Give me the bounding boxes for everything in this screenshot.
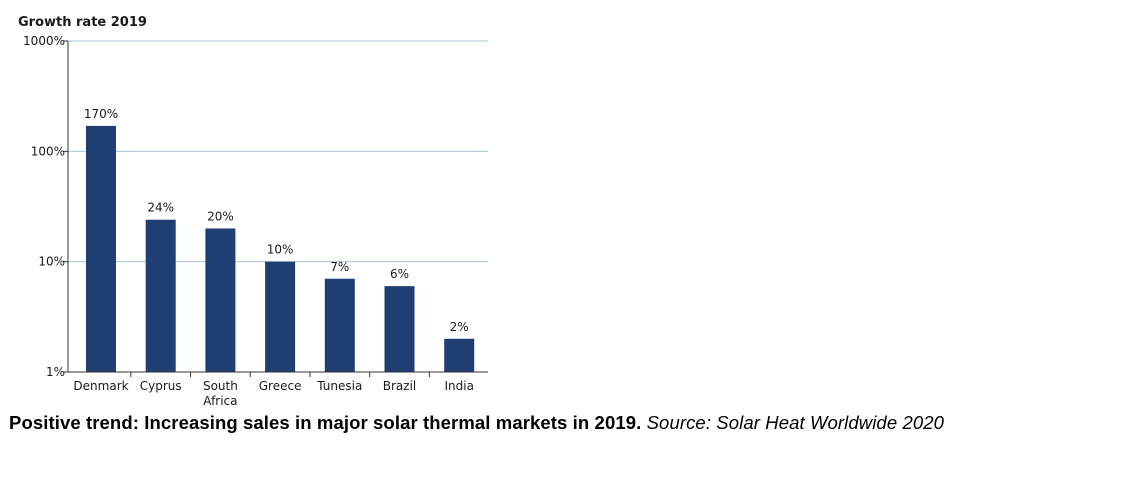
bar xyxy=(145,219,176,372)
data-label: 6% xyxy=(390,267,409,281)
axis-layer: 1% 10% 100% 1000% xyxy=(23,34,488,379)
bar xyxy=(384,286,415,372)
data-label: 20% xyxy=(207,209,234,223)
data-label: 2% xyxy=(450,320,469,334)
x-tick-label: Brazil xyxy=(383,379,417,393)
data-label: 170% xyxy=(84,107,118,121)
y-tick-label: 10% xyxy=(38,255,65,269)
caption-main: Positive trend: Increasing sales in majo… xyxy=(9,412,642,433)
figure-caption: Positive trend: Increasing sales in majo… xyxy=(9,412,944,434)
x-tick-label: South Africa xyxy=(203,379,238,408)
bar xyxy=(444,338,475,372)
bar xyxy=(265,261,296,372)
bar xyxy=(86,125,116,372)
x-tick-label: Greece xyxy=(259,379,302,393)
chart-title: Growth rate 2019 xyxy=(18,15,147,30)
y-tick-label: 1% xyxy=(46,365,65,379)
data-label: 10% xyxy=(267,243,294,257)
y-tick-label: 1000% xyxy=(23,34,65,48)
label-layer: 170% Denmark 24% Cyprus 20% South Africa 10% Gre… xyxy=(73,107,474,408)
x-tick-label: Tunesia xyxy=(316,379,362,393)
x-tick-label: India xyxy=(444,379,473,393)
bar-layer xyxy=(86,125,475,372)
bar xyxy=(324,278,355,372)
caption-source: Source: Solar Heat Worldwide 2020 xyxy=(646,412,945,433)
x-tick-label: Denmark xyxy=(73,379,128,393)
grid-layer xyxy=(68,40,488,263)
x-tick-label: Cyprus xyxy=(140,379,182,393)
data-label: 7% xyxy=(330,260,349,274)
growth-rate-chart: Growth rate 2019 1% 10% 100% 1000% 170% Denm… xyxy=(18,15,488,408)
y-tick-label: 100% xyxy=(31,144,65,158)
data-label: 24% xyxy=(147,201,174,215)
bar xyxy=(205,228,236,372)
